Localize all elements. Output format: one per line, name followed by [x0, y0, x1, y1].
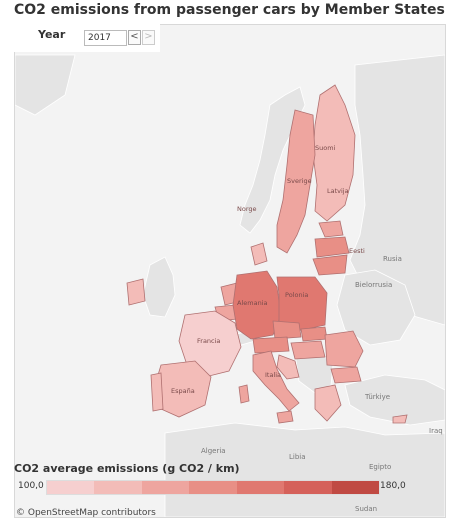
country-greece	[314, 384, 342, 422]
country-croatia	[276, 354, 300, 380]
country-romania	[324, 330, 364, 368]
country-czechia	[272, 320, 302, 340]
label-francia: Francia	[197, 337, 220, 345]
legend-step-2	[141, 481, 190, 494]
year-prev-button[interactable]: <	[128, 30, 141, 45]
legend-step-0	[47, 481, 95, 494]
label-italia: Italia	[265, 371, 281, 379]
country-hungary	[290, 340, 326, 360]
country-turkey	[344, 374, 445, 426]
year-next-button[interactable]: >	[142, 30, 155, 45]
legend-step-5	[284, 481, 332, 494]
country-france	[178, 310, 242, 378]
label-suomi: Suomi	[315, 144, 336, 152]
legend-title: CO2 average emissions (g CO2 / km)	[14, 462, 240, 475]
country-norway	[239, 86, 306, 234]
map-canvas[interactable]: Suomi Norge Sverige Latvija Eesti Bielor…	[15, 25, 445, 517]
legend-max: 180,0	[380, 481, 406, 491]
label-algeria: Algeria	[201, 447, 226, 455]
country-uk	[142, 256, 176, 318]
year-filter: Year 2017 < >	[14, 24, 160, 52]
label-iraq: Iraq	[429, 427, 443, 435]
country-belarus	[336, 269, 416, 346]
country-estonia	[318, 220, 344, 238]
label-alemania: Alemania	[237, 299, 267, 307]
legend-color-scale	[46, 480, 380, 495]
legend-min: 100,0	[18, 481, 44, 491]
label-turkiye: Türkiye	[364, 393, 390, 401]
label-bielorrusia: Bielorrusia	[355, 281, 392, 289]
page-title: CO2 emissions from passenger cars by Mem…	[14, 2, 445, 18]
country-russia	[349, 54, 445, 326]
year-select[interactable]: 2017	[84, 30, 127, 46]
label-norge: Norge	[237, 205, 257, 213]
country-slovakia	[300, 326, 328, 342]
country-sweden	[276, 109, 316, 254]
year-label: Year	[38, 28, 66, 41]
country-portugal	[150, 372, 164, 412]
label-libia: Libia	[289, 453, 306, 461]
region-greenland-edge	[15, 54, 76, 116]
legend-step-3	[189, 481, 237, 494]
label-espana: España	[171, 387, 195, 395]
label-latvija: Latvija	[327, 187, 349, 195]
country-ireland	[126, 278, 146, 306]
map-attribution: © OpenStreetMap contributors	[16, 508, 156, 518]
country-cyprus	[392, 414, 408, 424]
country-sardinia	[238, 384, 250, 404]
label-polonia: Polonia	[285, 291, 308, 299]
label-egipto: Egipto	[369, 463, 391, 471]
country-denmark	[250, 242, 268, 266]
country-austria	[252, 336, 290, 354]
label-rusia: Rusia	[383, 255, 402, 263]
country-sicily	[276, 410, 294, 424]
label-sudan: Sudan	[355, 505, 377, 513]
country-finland	[312, 84, 356, 222]
label-eesti: Eesti	[349, 247, 365, 255]
country-lithuania	[312, 254, 348, 276]
legend-step-1	[94, 481, 142, 494]
label-sverige: Sverige	[287, 177, 312, 185]
map-view[interactable]: Suomi Norge Sverige Latvija Eesti Bielor…	[14, 24, 446, 518]
country-bulgaria	[330, 366, 362, 384]
country-latvia	[314, 236, 350, 258]
legend-step-6	[331, 481, 379, 494]
legend-step-4	[236, 481, 285, 494]
country-germany	[232, 270, 282, 340]
country-italy	[252, 350, 300, 412]
